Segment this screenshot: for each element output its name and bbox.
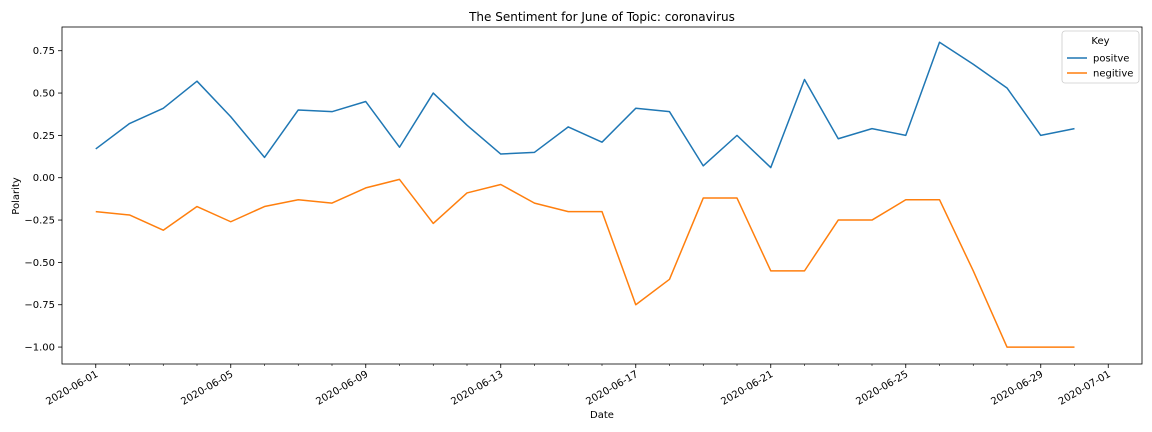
plot-frame bbox=[61, 26, 1143, 365]
legend: Key positve negitive bbox=[1061, 30, 1140, 84]
series-line-negitive bbox=[95, 178, 1075, 348]
y-tick-label: 0.25 bbox=[33, 131, 55, 142]
y-tick-label: −1.00 bbox=[24, 343, 55, 354]
y-tick-label: −0.50 bbox=[24, 258, 55, 269]
series-line-positve bbox=[95, 41, 1075, 169]
y-tick-label: 0.00 bbox=[33, 173, 55, 184]
chart-title: The Sentiment for June of Topic: coronav… bbox=[468, 10, 735, 24]
x-axis-label: Date bbox=[590, 410, 614, 421]
y-tick-label: 0.75 bbox=[33, 46, 55, 57]
legend-title: Key bbox=[1091, 36, 1109, 47]
legend-label-positve: positve bbox=[1093, 54, 1129, 65]
y-tick-label: −0.75 bbox=[24, 300, 55, 311]
y-tick-label: −0.25 bbox=[24, 216, 55, 227]
legend-box bbox=[1061, 30, 1140, 84]
legend-label-negitive: negitive bbox=[1093, 69, 1133, 80]
y-tick-label: 0.50 bbox=[33, 89, 55, 100]
y-axis-label: Polarity bbox=[11, 177, 22, 215]
